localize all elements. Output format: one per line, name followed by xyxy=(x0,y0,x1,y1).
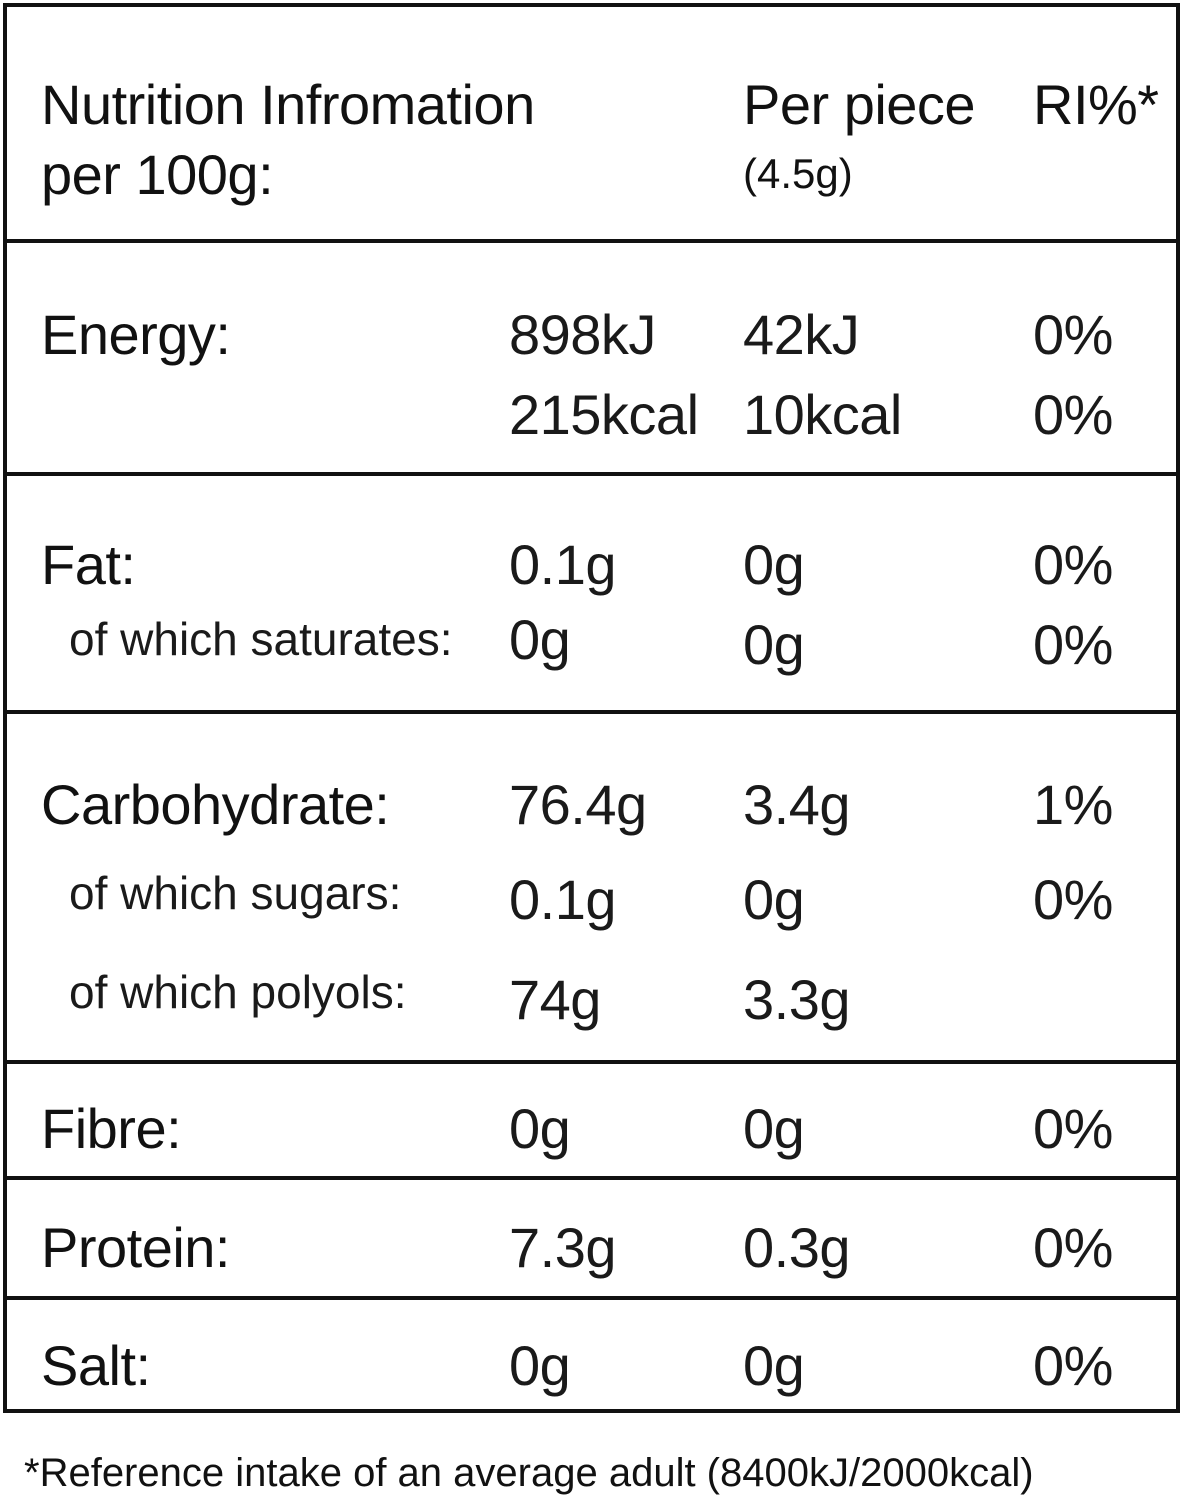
table-title-line2: per 100g: xyxy=(41,143,274,206)
fat-label: Fat: xyxy=(41,533,136,596)
fibre-label: Fibre: xyxy=(41,1097,182,1160)
divider xyxy=(7,239,1176,243)
saturates-per100: 0g xyxy=(509,608,571,671)
energy-ri-kcal: 0% xyxy=(1033,383,1113,446)
polyols-piece: 3.3g xyxy=(743,968,851,1031)
fat-piece: 0g xyxy=(743,533,805,596)
divider xyxy=(7,710,1176,714)
nutrition-table: Nutrition Infromation per 100g: Per piec… xyxy=(3,3,1180,1413)
divider xyxy=(7,1060,1176,1064)
carbohydrate-ri: 1% xyxy=(1033,773,1113,836)
protein-ri: 0% xyxy=(1033,1216,1113,1279)
saturates-piece: 0g xyxy=(743,613,805,676)
divider xyxy=(7,1296,1176,1300)
carbohydrate-piece: 3.4g xyxy=(743,773,851,836)
salt-ri: 0% xyxy=(1033,1334,1113,1397)
energy-piece-kj: 42kJ xyxy=(743,303,860,366)
energy-per100-kcal: 215kcal xyxy=(509,383,699,446)
energy-label: Energy: xyxy=(41,303,231,366)
per-piece-size: (4.5g) xyxy=(743,150,853,197)
salt-piece: 0g xyxy=(743,1334,805,1397)
protein-label: Protein: xyxy=(41,1216,231,1279)
sugars-piece: 0g xyxy=(743,868,805,931)
sugars-ri: 0% xyxy=(1033,868,1113,931)
fat-ri: 0% xyxy=(1033,533,1113,596)
energy-ri-kj: 0% xyxy=(1033,303,1113,366)
protein-per100: 7.3g xyxy=(509,1216,617,1279)
fibre-ri: 0% xyxy=(1033,1097,1113,1160)
ri-header: RI%* xyxy=(1033,73,1159,136)
divider xyxy=(7,472,1176,476)
energy-per100-kj: 898kJ xyxy=(509,303,656,366)
divider xyxy=(7,1176,1176,1180)
carbohydrate-label: Carbohydrate: xyxy=(41,773,390,836)
reference-intake-footnote: *Reference intake of an average adult (8… xyxy=(24,1451,1034,1495)
polyols-per100: 74g xyxy=(509,968,601,1031)
polyols-label: of which polyols: xyxy=(69,966,407,1018)
fat-per100: 0.1g xyxy=(509,533,617,596)
energy-piece-kcal: 10kcal xyxy=(743,383,902,446)
protein-piece: 0.3g xyxy=(743,1216,851,1279)
saturates-label: of which saturates: xyxy=(69,613,453,665)
salt-per100: 0g xyxy=(509,1334,571,1397)
saturates-ri: 0% xyxy=(1033,613,1113,676)
carbohydrate-per100: 76.4g xyxy=(509,773,647,836)
sugars-per100: 0.1g xyxy=(509,868,617,931)
table-title-line1: Nutrition Infromation xyxy=(41,73,535,136)
per-piece-header: Per piece xyxy=(743,73,976,136)
sugars-label: of which sugars: xyxy=(69,867,402,919)
fibre-piece: 0g xyxy=(743,1097,805,1160)
fibre-per100: 0g xyxy=(509,1097,571,1160)
salt-label: Salt: xyxy=(41,1334,151,1397)
